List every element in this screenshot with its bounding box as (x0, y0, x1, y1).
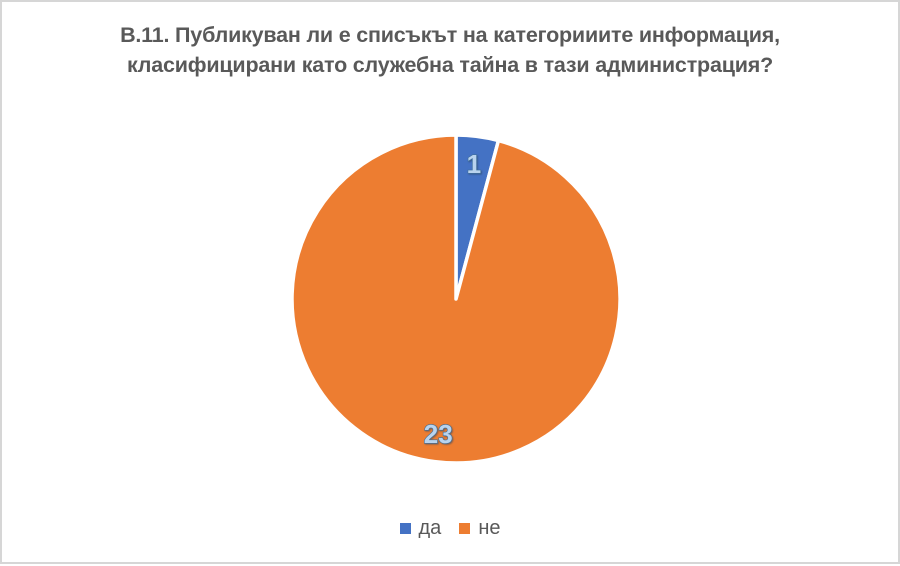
chart-title-line-1: В.11. Публикуван ли е списъкът на катего… (120, 23, 780, 47)
data-label-не: 23 (424, 419, 453, 449)
legend-item-da[interactable]: да (399, 516, 442, 540)
data-label-да: 1 (467, 149, 481, 179)
legend-label-ne: не (478, 517, 501, 539)
chart-title: В.11. Публикуван ли е списъкът на катего… (2, 20, 898, 80)
legend: да не (2, 516, 898, 540)
legend-label-da: да (418, 517, 442, 539)
chart-title-line-2: класифицирани като служебна тайна в тази… (126, 53, 774, 77)
legend-swatch-ne (459, 522, 471, 534)
pie-slice-не[interactable] (290, 133, 622, 465)
legend-swatch-da (399, 522, 411, 534)
legend-item-ne[interactable]: не (459, 516, 500, 540)
